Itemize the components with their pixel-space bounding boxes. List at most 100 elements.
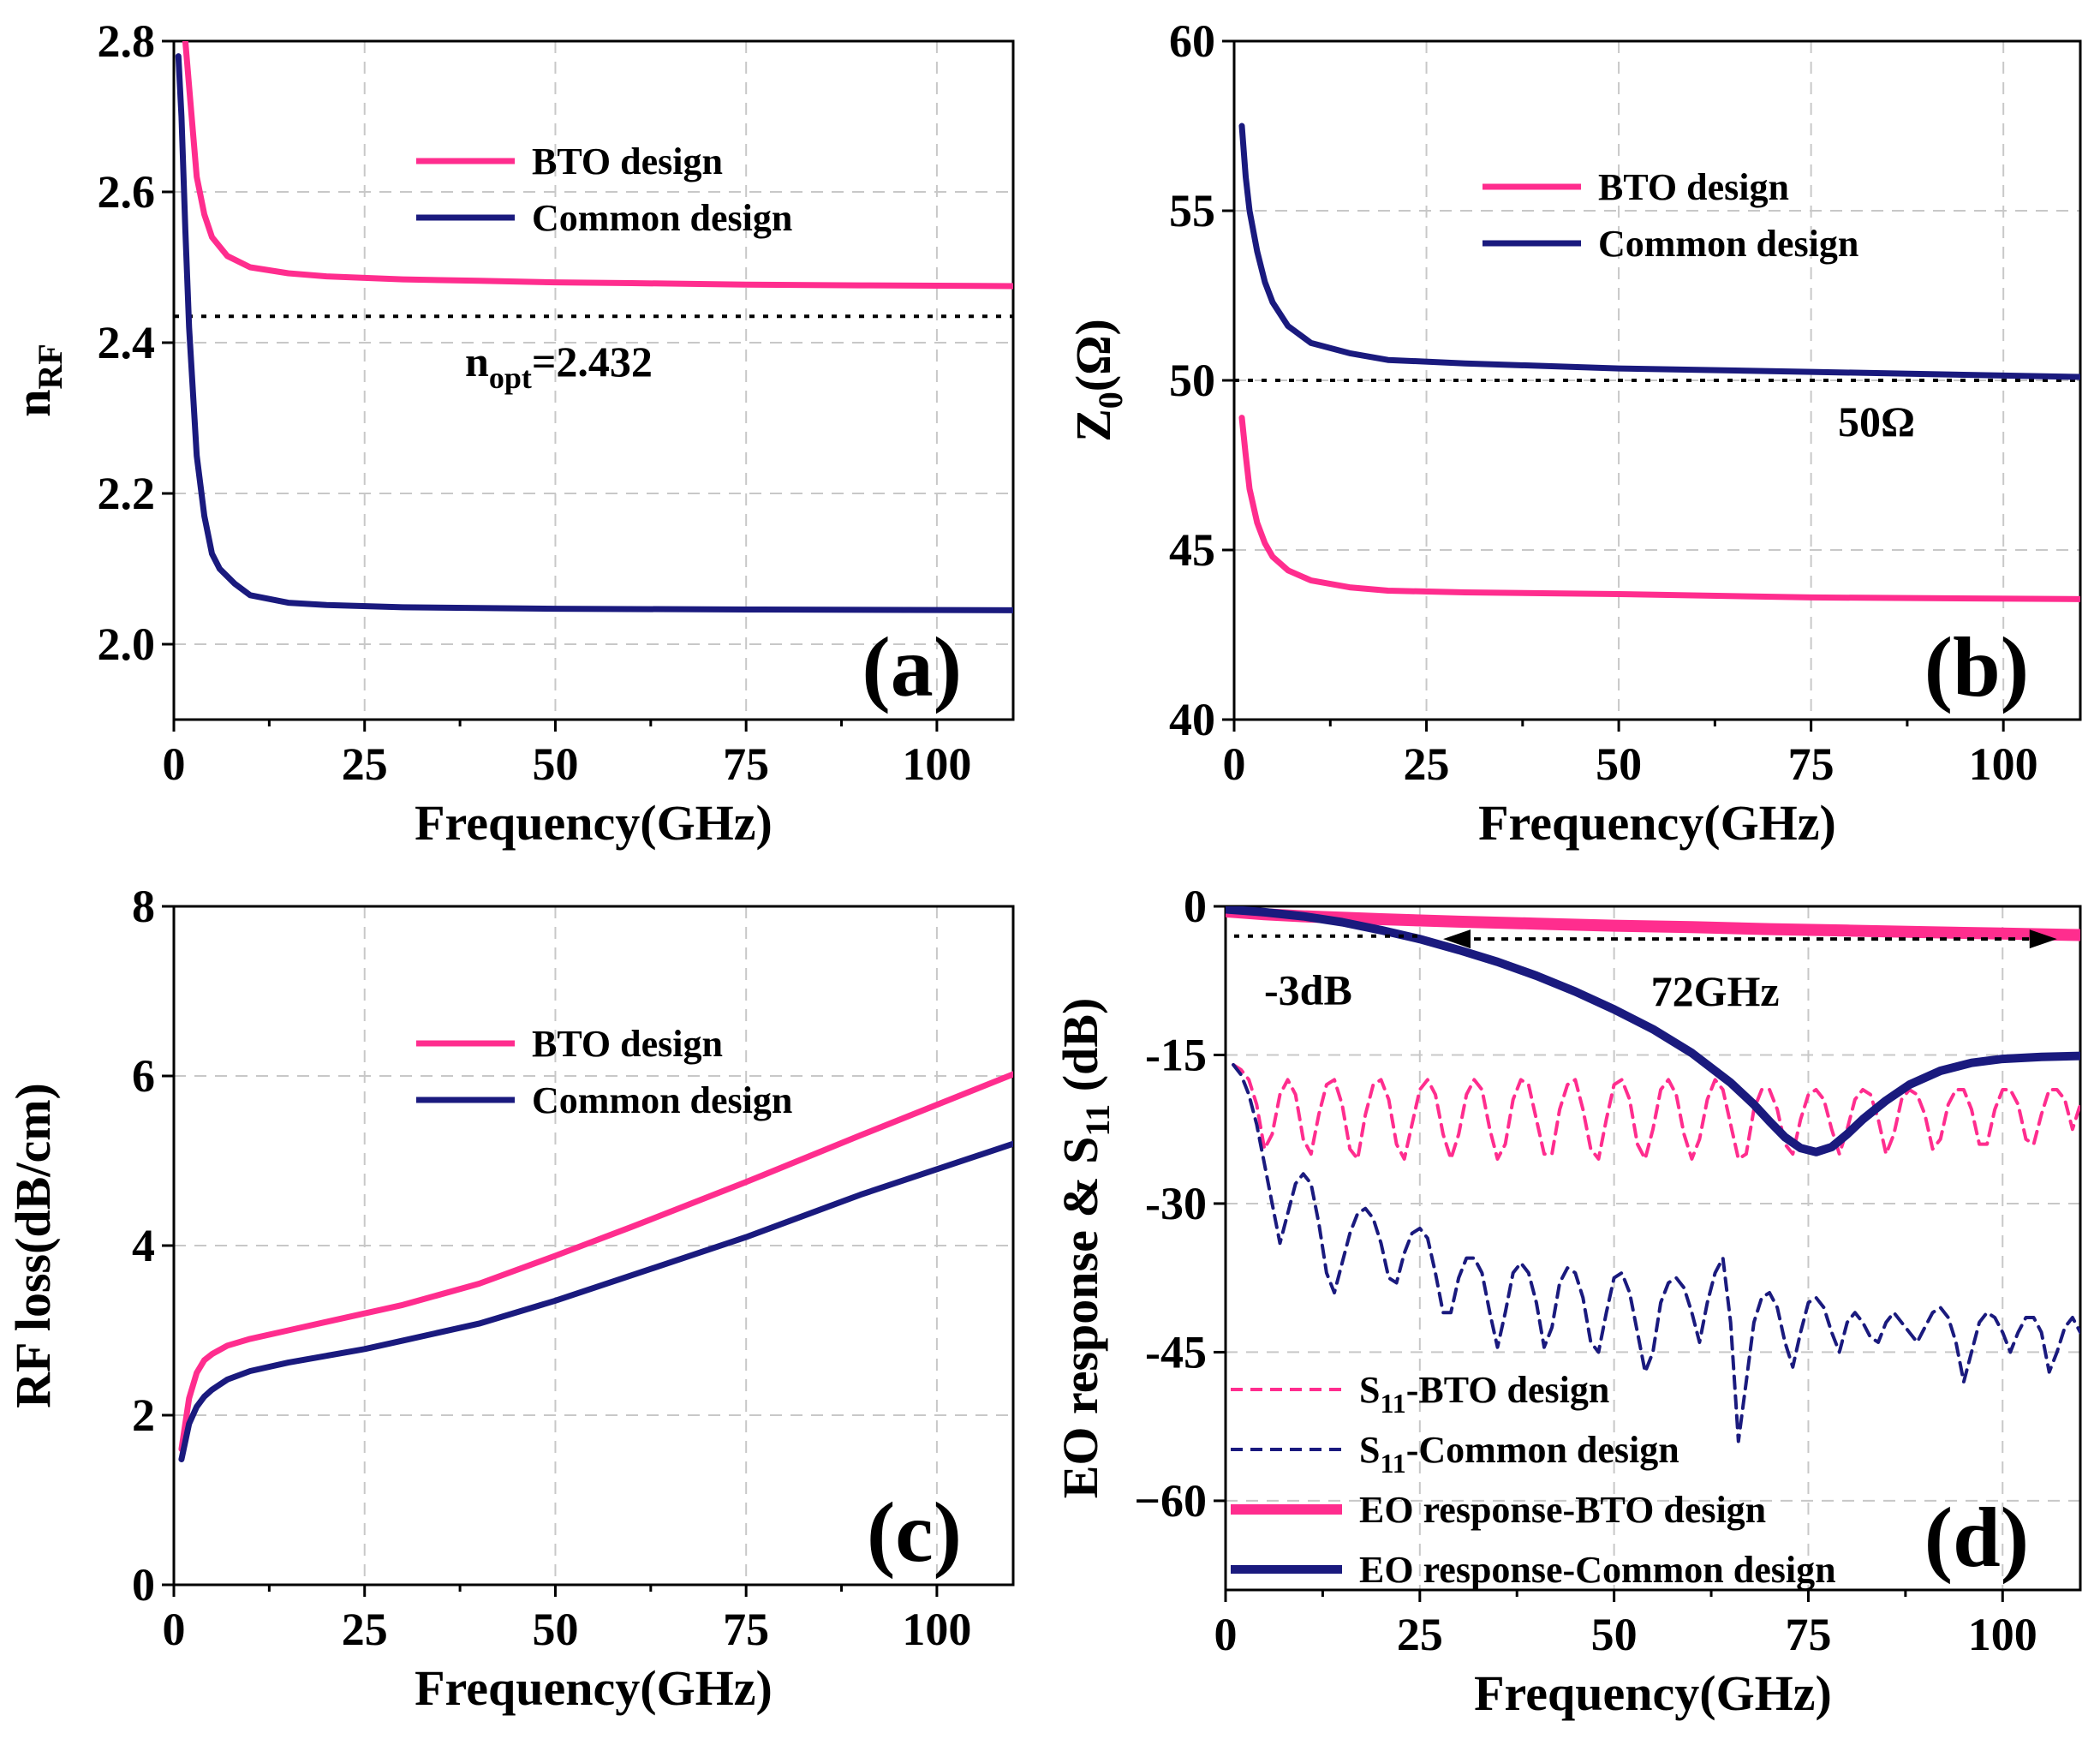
grid-lines xyxy=(1226,906,2080,1590)
legend-label-tail: -Common design xyxy=(1406,1429,1679,1471)
panel-c: 0 25 50 75 100 0 2 4 6 8 Frequency(GHz) RF loss(dB/… xyxy=(5,881,1015,1716)
x-tick-label: 25 xyxy=(1397,1609,1443,1660)
legend-label-1: Common design xyxy=(532,1079,792,1121)
legend-label-subscript: 11 xyxy=(1380,1448,1405,1479)
x-axis-label: Frequency(GHz) xyxy=(415,1660,773,1716)
y-tick-label: -45 xyxy=(1145,1326,1207,1377)
x-axis-label: Frequency(GHz) xyxy=(415,795,773,851)
y-tick-label: 0 xyxy=(1184,881,1207,932)
n-opt-value: =2.432 xyxy=(532,338,653,385)
legend-label-0: BTO design xyxy=(532,1023,723,1065)
y-tick-label: 2.8 xyxy=(98,15,156,67)
x-axis-label: Frequency(GHz) xyxy=(1474,1665,1832,1721)
y-tick-label: 4 xyxy=(132,1220,155,1271)
series-group xyxy=(1226,906,2080,1443)
y-tick-label: 2.0 xyxy=(98,619,156,670)
series-group xyxy=(1238,123,2080,602)
legend-label-3: EO response-Common design xyxy=(1359,1549,1836,1591)
y-label-tail: (Ω) xyxy=(1065,319,1121,391)
series-line-0 xyxy=(178,1071,1013,1453)
y-label-subscript: 0 xyxy=(1091,391,1130,409)
grid-lines xyxy=(174,41,1013,720)
x-tick-label: 100 xyxy=(902,1604,971,1655)
legend-label-1: S11-Common design xyxy=(1359,1429,1679,1479)
panel-label: (c) xyxy=(867,1485,962,1580)
y-tick-label: 2.6 xyxy=(98,166,156,218)
y-tick-label: 6 xyxy=(132,1050,155,1102)
y-label-main: EO response & S xyxy=(1053,1137,1108,1499)
series-group xyxy=(175,41,1013,613)
panel-label: (a) xyxy=(862,619,962,714)
x-tick-label: 100 xyxy=(1968,1609,2037,1660)
x-tick-label: 50 xyxy=(1591,1609,1638,1660)
y-tick-label: 2.4 xyxy=(98,317,156,368)
n-opt-annotation: nopt=2.432 xyxy=(465,338,653,395)
legend: BTO design Common design xyxy=(416,140,792,239)
n-opt-subscript: opt xyxy=(489,361,532,395)
series-group xyxy=(178,1071,1013,1462)
x-tick-label: 25 xyxy=(1404,738,1450,790)
n-opt-main: n xyxy=(465,338,489,385)
x-tick-label: 75 xyxy=(1788,738,1835,790)
x-tick-label: 25 xyxy=(342,738,388,790)
y-label-main: Z xyxy=(1065,409,1121,442)
plot-frame xyxy=(1224,905,2082,1592)
y-tick-label: 0 xyxy=(132,1559,155,1611)
y-tick-label: 60 xyxy=(1169,15,1215,67)
x-tick-label: 50 xyxy=(532,1604,578,1655)
legend-label-tail: -BTO design xyxy=(1406,1369,1610,1411)
plot-frame xyxy=(172,39,1015,721)
series-line-1 xyxy=(175,53,1013,613)
legend: BTO design Common design xyxy=(416,1023,792,1121)
y-tick-label: 2.2 xyxy=(98,468,156,519)
legend-label-subscript: 11 xyxy=(1380,1388,1405,1419)
y-tick-label: 8 xyxy=(132,881,155,932)
y-axis-label: Z0(Ω) xyxy=(1065,319,1130,442)
y-tick-label: 50 xyxy=(1169,355,1215,406)
y-tick-label: −60 xyxy=(1134,1475,1207,1527)
y-axis-label: RF loss(dB/cm) xyxy=(5,1083,61,1408)
minus-3db-label: -3dB xyxy=(1264,966,1352,1014)
panel-d: 0 25 50 75 100 0 -15 -30 -45 −60 Frequency(GHz) EO … xyxy=(1053,881,2082,1721)
series-line-0 xyxy=(182,41,1013,290)
x-tick-label: 100 xyxy=(1969,738,2038,790)
y-tick-label: 2 xyxy=(132,1389,155,1441)
bandwidth-arrow-right xyxy=(2029,929,2057,949)
x-tick-label: 75 xyxy=(1785,1609,1831,1660)
y-axis-label: EO response & S11 (dB) xyxy=(1053,998,1117,1499)
x-tick-label: 25 xyxy=(342,1604,388,1655)
y-tick-label: -30 xyxy=(1145,1178,1207,1229)
x-tick-label: 0 xyxy=(163,738,186,790)
y-tick-label: 40 xyxy=(1169,694,1215,745)
series-line-0 xyxy=(1238,415,2080,602)
legend-label-0: BTO design xyxy=(1598,166,1789,208)
fifty-ohm-annotation: 50Ω xyxy=(1838,397,1915,445)
grid-lines xyxy=(174,906,1013,1585)
panel-label: (b) xyxy=(1924,619,2029,714)
x-tick-label: 75 xyxy=(723,738,769,790)
x-tick-label: 50 xyxy=(1596,738,1642,790)
y-tick-label: 55 xyxy=(1169,185,1215,236)
y-tick-label: -15 xyxy=(1145,1029,1207,1080)
y-label-subscript: RF xyxy=(31,344,69,389)
panel-a: 0 25 50 75 100 2.0 2.2 2.4 2.6 2.8 Frequency(GHz) n… xyxy=(5,15,1015,851)
legend-label-0: S11-BTO design xyxy=(1359,1369,1609,1419)
x-tick-label: 0 xyxy=(1214,1609,1238,1660)
x-tick-label: 75 xyxy=(723,1604,769,1655)
legend-label-1: Common design xyxy=(532,197,792,239)
panel-label: (d) xyxy=(1924,1490,2029,1585)
x-tick-label: 0 xyxy=(1223,738,1246,790)
x-tick-label: 50 xyxy=(532,738,578,790)
legend-label-1: Common design xyxy=(1598,223,1858,265)
legend-label-2: EO response-BTO design xyxy=(1359,1489,1766,1531)
x-axis-label: Frequency(GHz) xyxy=(1478,795,1836,851)
series-line-1 xyxy=(178,1140,1013,1462)
series-line-1 xyxy=(1232,1063,2080,1443)
bandwidth-label: 72GHz xyxy=(1651,967,1780,1015)
series-line-0 xyxy=(1232,1063,2080,1161)
x-tick-label: 0 xyxy=(163,1604,186,1655)
legend-label-main: S xyxy=(1359,1369,1380,1411)
y-tick-label: 45 xyxy=(1169,524,1215,576)
